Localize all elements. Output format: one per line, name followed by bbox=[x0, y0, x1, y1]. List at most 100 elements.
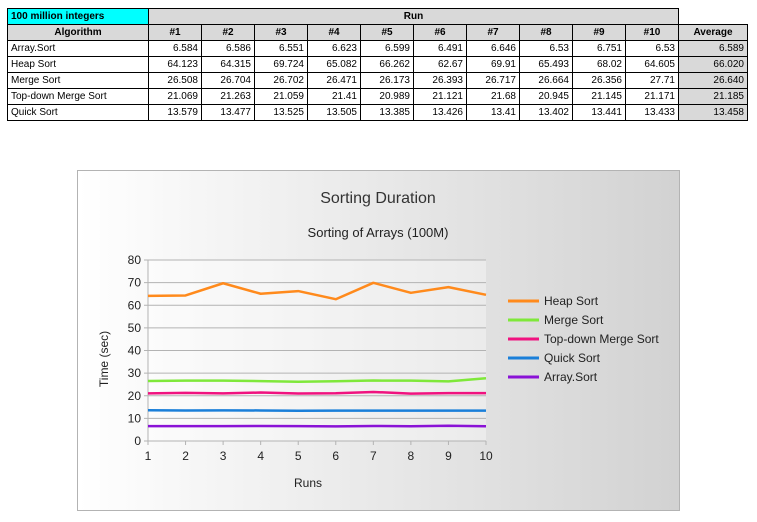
line-chart: Sorting Duration Sorting of Arrays (100M… bbox=[78, 171, 679, 510]
value-cell[interactable]: 13.525 bbox=[254, 104, 308, 121]
average-cell[interactable]: 26.640 bbox=[678, 72, 748, 89]
algorithm-name-cell[interactable]: Array.Sort bbox=[7, 40, 149, 57]
legend-label: Merge Sort bbox=[544, 313, 604, 327]
x-axis-label: Runs bbox=[294, 476, 322, 490]
chart-subtitle: Sorting of Arrays (100M) bbox=[308, 225, 449, 240]
value-cell[interactable]: 21.171 bbox=[625, 88, 679, 105]
value-cell[interactable]: 21.263 bbox=[201, 88, 255, 105]
value-cell[interactable]: 69.724 bbox=[254, 56, 308, 73]
table-row: Merge Sort 26.508 26.704 26.702 26.471 2… bbox=[7, 72, 748, 89]
y-tick-label: 60 bbox=[128, 298, 142, 312]
value-cell[interactable]: 13.41 bbox=[466, 104, 520, 121]
average-header[interactable]: Average bbox=[678, 24, 748, 41]
value-cell[interactable]: 64.123 bbox=[148, 56, 202, 73]
value-cell[interactable]: 6.551 bbox=[254, 40, 308, 57]
value-cell[interactable]: 13.477 bbox=[201, 104, 255, 121]
run-col-header[interactable]: #5 bbox=[360, 24, 414, 41]
algorithm-name-cell[interactable]: Quick Sort bbox=[7, 104, 149, 121]
run-col-header[interactable]: #10 bbox=[625, 24, 679, 41]
value-cell[interactable]: 26.393 bbox=[413, 72, 467, 89]
x-tick-label: 4 bbox=[257, 449, 264, 463]
x-tick-label: 2 bbox=[182, 449, 189, 463]
value-cell[interactable]: 21.059 bbox=[254, 88, 308, 105]
grid-lines bbox=[148, 259, 486, 441]
x-tick-label: 5 bbox=[295, 449, 302, 463]
value-cell[interactable]: 68.02 bbox=[572, 56, 626, 73]
series-line bbox=[147, 281, 487, 301]
value-cell[interactable]: 26.702 bbox=[254, 72, 308, 89]
value-cell[interactable]: 13.433 bbox=[625, 104, 679, 121]
results-table: 100 million integers Run Algorithm #1 #2… bbox=[7, 8, 748, 121]
run-col-header[interactable]: #4 bbox=[307, 24, 361, 41]
value-cell[interactable]: 65.493 bbox=[519, 56, 573, 73]
value-cell[interactable]: 6.53 bbox=[625, 40, 679, 57]
chart-title: Sorting Duration bbox=[320, 190, 436, 207]
algorithm-name-cell[interactable]: Merge Sort bbox=[7, 72, 149, 89]
value-cell[interactable]: 26.717 bbox=[466, 72, 520, 89]
table-row: Array.Sort 6.584 6.586 6.551 6.623 6.599… bbox=[7, 40, 748, 57]
value-cell[interactable]: 6.584 bbox=[148, 40, 202, 57]
run-col-header[interactable]: #8 bbox=[519, 24, 573, 41]
value-cell[interactable]: 6.646 bbox=[466, 40, 520, 57]
algorithm-header[interactable]: Algorithm bbox=[7, 24, 149, 41]
value-cell[interactable]: 26.664 bbox=[519, 72, 573, 89]
average-cell[interactable]: 13.458 bbox=[678, 104, 748, 121]
chart-container: Sorting Duration Sorting of Arrays (100M… bbox=[77, 170, 680, 511]
run-col-header[interactable]: #2 bbox=[201, 24, 255, 41]
average-cell[interactable]: 21.185 bbox=[678, 88, 748, 105]
value-cell[interactable]: 13.441 bbox=[572, 104, 626, 121]
value-cell[interactable]: 13.505 bbox=[307, 104, 361, 121]
x-tick-label: 6 bbox=[332, 449, 339, 463]
value-cell[interactable]: 64.605 bbox=[625, 56, 679, 73]
value-cell[interactable]: 26.356 bbox=[572, 72, 626, 89]
value-cell[interactable]: 26.173 bbox=[360, 72, 414, 89]
corner-label[interactable]: 100 million integers bbox=[7, 8, 149, 25]
value-cell[interactable]: 21.145 bbox=[572, 88, 626, 105]
value-cell[interactable]: 26.704 bbox=[201, 72, 255, 89]
legend-label: Array.Sort bbox=[544, 370, 598, 384]
value-cell[interactable]: 20.945 bbox=[519, 88, 573, 105]
value-cell[interactable]: 6.491 bbox=[413, 40, 467, 57]
run-col-header[interactable]: #9 bbox=[572, 24, 626, 41]
series-line bbox=[147, 424, 487, 428]
value-cell[interactable]: 62.67 bbox=[413, 56, 467, 73]
value-cell[interactable]: 21.41 bbox=[307, 88, 361, 105]
y-tick-label: 80 bbox=[128, 253, 142, 267]
value-cell[interactable]: 20.989 bbox=[360, 88, 414, 105]
value-cell[interactable]: 26.508 bbox=[148, 72, 202, 89]
value-cell[interactable]: 6.599 bbox=[360, 40, 414, 57]
value-cell[interactable]: 66.262 bbox=[360, 56, 414, 73]
value-cell[interactable]: 21.069 bbox=[148, 88, 202, 105]
algorithm-name-cell[interactable]: Top-down Merge Sort bbox=[7, 88, 149, 105]
run-col-header[interactable]: #1 bbox=[148, 24, 202, 41]
value-cell[interactable]: 64.315 bbox=[201, 56, 255, 73]
value-cell[interactable]: 13.579 bbox=[148, 104, 202, 121]
value-cell[interactable]: 6.751 bbox=[572, 40, 626, 57]
run-col-header[interactable]: #6 bbox=[413, 24, 467, 41]
table-row: Quick Sort 13.579 13.477 13.525 13.505 1… bbox=[7, 104, 748, 121]
legend: Heap Sort Merge Sort Top-down Merge Sort Qu… bbox=[508, 294, 659, 384]
value-cell[interactable]: 6.623 bbox=[307, 40, 361, 57]
value-cell[interactable]: 13.402 bbox=[519, 104, 573, 121]
table-title-row: 100 million integers Run bbox=[7, 8, 748, 25]
value-cell[interactable]: 65.082 bbox=[307, 56, 361, 73]
x-tick-label: 3 bbox=[220, 449, 227, 463]
value-cell[interactable]: 6.586 bbox=[201, 40, 255, 57]
average-cell[interactable]: 6.589 bbox=[678, 40, 748, 57]
algorithm-name-cell[interactable]: Heap Sort bbox=[7, 56, 149, 73]
value-cell[interactable]: 26.471 bbox=[307, 72, 361, 89]
legend-label: Top-down Merge Sort bbox=[544, 332, 659, 346]
value-cell[interactable]: 13.426 bbox=[413, 104, 467, 121]
run-header[interactable]: Run bbox=[148, 8, 679, 25]
run-col-header[interactable]: #7 bbox=[466, 24, 520, 41]
value-cell[interactable]: 6.53 bbox=[519, 40, 573, 57]
average-cell[interactable]: 66.020 bbox=[678, 56, 748, 73]
series-line bbox=[147, 390, 487, 395]
run-col-header[interactable]: #3 bbox=[254, 24, 308, 41]
value-cell[interactable]: 27.71 bbox=[625, 72, 679, 89]
value-cell[interactable]: 21.121 bbox=[413, 88, 467, 105]
value-cell[interactable]: 69.91 bbox=[466, 56, 520, 73]
table-row: Top-down Merge Sort 21.069 21.263 21.059… bbox=[7, 88, 748, 105]
value-cell[interactable]: 13.385 bbox=[360, 104, 414, 121]
value-cell[interactable]: 21.68 bbox=[466, 88, 520, 105]
